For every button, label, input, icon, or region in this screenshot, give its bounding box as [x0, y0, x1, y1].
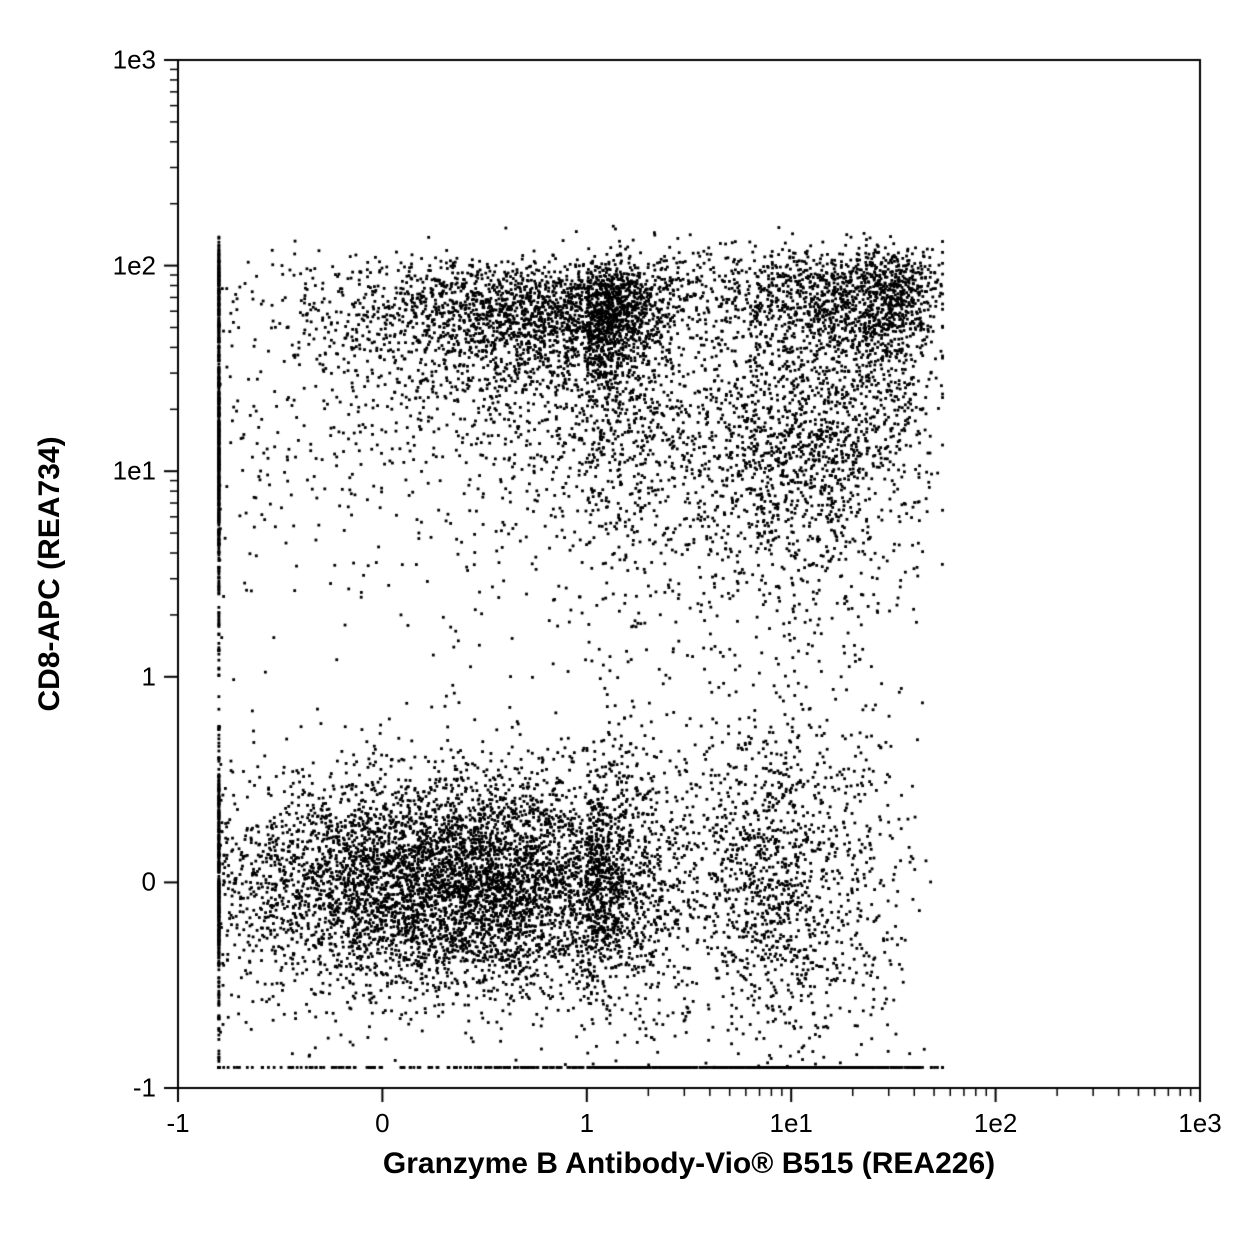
tick-label: 0 [142, 867, 156, 898]
tick-label: 1e2 [974, 1108, 1017, 1139]
tick-label: 0 [375, 1108, 389, 1139]
tick-label: 1e2 [113, 250, 156, 281]
tick-label: 1 [580, 1108, 594, 1139]
x-axis-title: Granzyme B Antibody-Vio® B515 (REA226) [383, 1147, 995, 1181]
tick-label: 1 [142, 661, 156, 692]
tick-label: -1 [133, 1073, 156, 1104]
tick-label: -1 [166, 1108, 189, 1139]
tick-label: 1e1 [769, 1108, 812, 1139]
tick-label: 1e3 [113, 45, 156, 76]
tick-label: 1e3 [1178, 1108, 1221, 1139]
y-axis-title: CD8-APC (REA734) [33, 436, 67, 711]
scatter-canvas [0, 0, 1250, 1250]
scatter-plot: CD8-APC (REA734) Granzyme B Antibody-Vio… [0, 0, 1250, 1250]
tick-label: 1e1 [113, 456, 156, 487]
